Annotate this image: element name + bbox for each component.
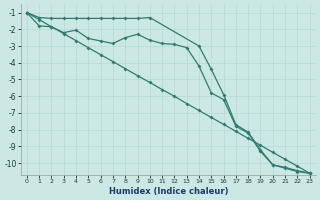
X-axis label: Humidex (Indice chaleur): Humidex (Indice chaleur) xyxy=(108,187,228,196)
